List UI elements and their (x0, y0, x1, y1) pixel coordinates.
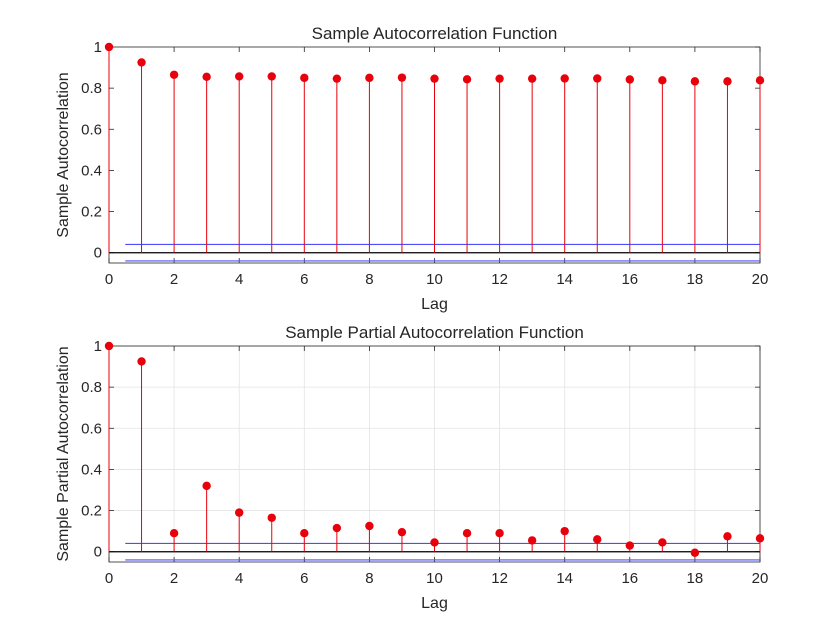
pacf-y-tick-label: 1 (94, 338, 102, 355)
pacf-x-tick-label: 16 (621, 570, 638, 587)
pacf-stem-marker (332, 523, 342, 533)
acf-x-tick-label: 2 (170, 271, 178, 288)
pacf-y-tick-label: 0.4 (81, 461, 102, 478)
acf-x-tick-label: 6 (300, 271, 308, 288)
pacf-x-tick-label: 14 (556, 570, 573, 587)
acf-x-tick-label: 8 (365, 271, 373, 288)
pacf-stem-marker (300, 529, 309, 538)
acf-stem-marker (104, 42, 114, 52)
pacf-x-tick-label: 8 (365, 570, 373, 587)
acf-y-axis-label: Sample Autocorrelation (55, 72, 72, 237)
acf-stem-marker (560, 74, 569, 83)
pacf-stem-marker (104, 341, 114, 351)
pacf-x-tick-label: 6 (300, 570, 308, 587)
pacf-y-tick-label: 0.2 (81, 503, 102, 520)
acf-stem-marker (527, 74, 537, 83)
pacf-x-axis-label: Lag (421, 595, 448, 612)
acf-y-tick-label: 0.8 (81, 80, 102, 97)
pacf-stem-marker (137, 357, 146, 366)
pacf-stem-marker (755, 534, 765, 543)
acf-stem-marker (495, 74, 504, 83)
pacf-stem-marker (202, 481, 211, 491)
pacf-stem-marker (365, 521, 374, 531)
pacf-stem-marker (658, 538, 667, 547)
acf-stem-marker (430, 74, 439, 83)
pacf-stem-marker (560, 526, 569, 536)
acf-axes: 0 2 4 6 8 10 12 14 16 18 20 0 0.2 0.4 0.6 0.8 1 Sample A… (55, 24, 768, 313)
pacf-y-axis-label: Sample Partial Autocorrelation (55, 346, 72, 561)
acf-x-tick-label: 14 (556, 271, 573, 288)
acf-stem-marker (169, 70, 179, 79)
pacf-x-tick-label: 4 (235, 570, 243, 587)
acf-y-tick-label: 0.2 (81, 204, 102, 221)
acf-stem-marker (137, 58, 146, 67)
acf-stem-marker (365, 73, 374, 83)
acf-stem-marker (462, 75, 472, 84)
acf-stem-marker (690, 77, 700, 86)
pacf-stem-marker (625, 541, 634, 550)
acf-stem-marker (267, 72, 276, 81)
acf-y-tick-label: 1 (94, 39, 102, 56)
pacf-stem-marker (430, 538, 439, 547)
acf-x-axis-label: Lag (421, 296, 448, 313)
acf-stem-marker (300, 73, 309, 83)
pacf-chart-title: Sample Partial Autocorrelation Function (285, 323, 584, 342)
acf-stem-marker (332, 74, 342, 83)
pacf-x-tick-label: 18 (687, 570, 704, 587)
acf-stem-marker (593, 74, 602, 83)
acf-stem-marker (202, 72, 211, 82)
acf-x-tick-label: 18 (687, 271, 704, 288)
pacf-stem-marker (723, 532, 732, 541)
pacf-x-tick-label: 10 (426, 570, 443, 587)
acf-x-tick-label: 10 (426, 271, 443, 288)
acf-stem-marker (625, 75, 634, 84)
acf-stem-marker (723, 77, 732, 86)
pacf-stem-marker (462, 529, 472, 538)
pacf-stem-marker (235, 508, 244, 517)
acf-x-tick-label: 0 (105, 271, 113, 288)
pacf-stem-marker (593, 535, 602, 544)
acf-x-tick-label: 12 (491, 271, 508, 288)
acf-y-tick-label: 0.4 (81, 162, 102, 179)
pacf-y-tick-label: 0 (94, 544, 102, 561)
pacf-stem-marker (690, 548, 700, 557)
acf-x-tick-label: 20 (752, 271, 769, 288)
pacf-stem-marker (495, 529, 504, 538)
pacf-x-tick-label: 12 (491, 570, 508, 587)
pacf-y-tick-label: 0.6 (81, 420, 102, 437)
pacf-x-tick-label: 20 (752, 570, 769, 587)
pacf-y-tick-label: 0.8 (81, 379, 102, 396)
pacf-x-tick-label: 2 (170, 570, 178, 587)
pacf-stem-marker (169, 529, 179, 538)
acf-stem-marker (658, 76, 667, 85)
acf-stem-marker (397, 73, 407, 82)
acf-y-tick-label: 0.6 (81, 121, 102, 138)
acf-chart-title: Sample Autocorrelation Function (312, 24, 558, 43)
acf-x-tick-label: 16 (621, 271, 638, 288)
pacf-axes: 0 2 4 6 8 10 12 14 16 18 20 0 0.2 0.4 0.6 0.8 1 Sample P… (55, 323, 768, 612)
acf-stem-marker (755, 76, 765, 85)
acf-y-tick-label: 0 (94, 245, 102, 262)
pacf-stem-marker (527, 536, 537, 545)
acf-stem-marker (235, 72, 244, 81)
pacf-x-tick-label: 0 (105, 570, 113, 587)
pacf-stem-marker (267, 513, 276, 522)
acf-x-tick-label: 4 (235, 271, 243, 288)
pacf-stem-marker (397, 527, 407, 537)
